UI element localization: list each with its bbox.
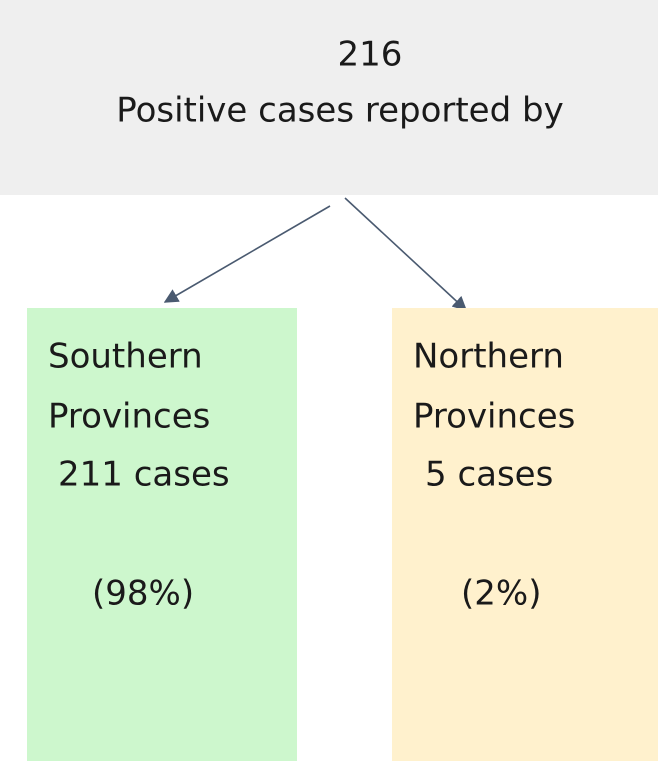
node-share: (2%) — [461, 574, 541, 614]
node-share: (98%) — [92, 574, 194, 614]
node-box — [27, 308, 297, 761]
arrow — [163, 205, 331, 303]
node-name: Southern — [48, 337, 203, 377]
root-count: 216 — [338, 35, 403, 75]
node-box — [392, 308, 658, 761]
arrow — [344, 197, 468, 311]
root-label: Positive cases reported by — [116, 91, 563, 131]
node-name: Provinces — [48, 397, 210, 437]
node-name: Provinces — [413, 397, 575, 437]
node-cases: 5 cases — [425, 455, 553, 495]
node-name: Northern — [413, 337, 564, 377]
root-box — [0, 0, 658, 195]
node-cases: 211 cases — [58, 455, 230, 495]
